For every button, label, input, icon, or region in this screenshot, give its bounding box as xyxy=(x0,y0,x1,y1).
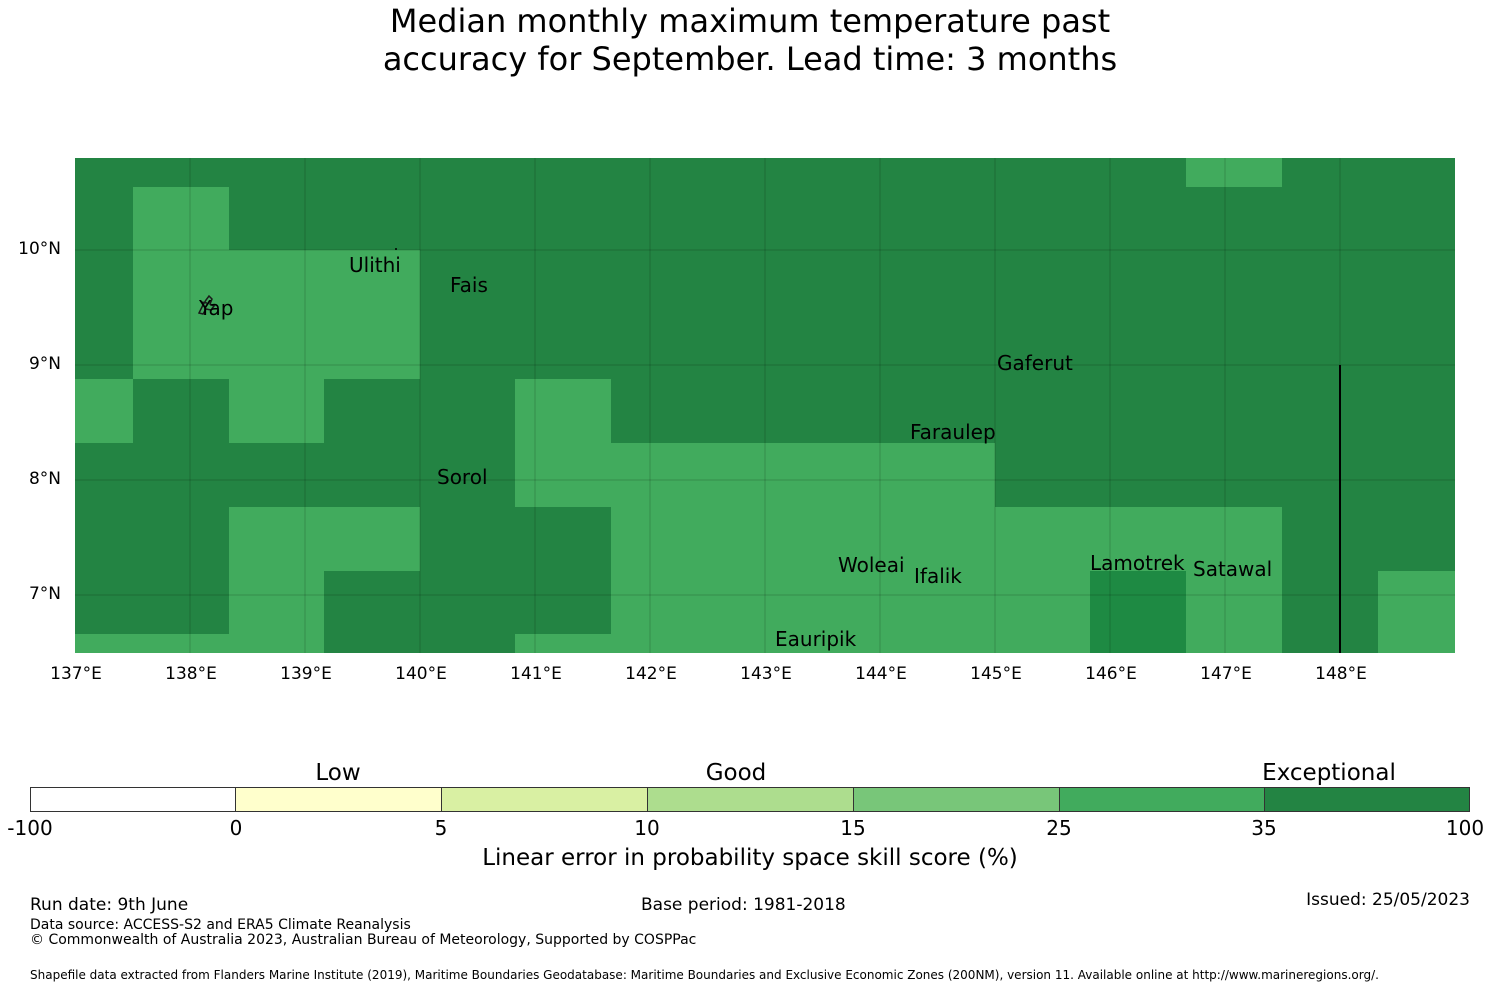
shapefile-credit: Shapefile data extracted from Flanders M… xyxy=(30,968,1379,982)
lon-label-138e: 138°E xyxy=(165,664,217,684)
place-label-woleai: Woleai xyxy=(838,553,905,577)
lon-label-143e: 143°E xyxy=(740,664,792,684)
lat-label-7n: 7°N xyxy=(28,584,61,604)
lat-label-10n: 10°N xyxy=(18,239,61,259)
skill-cell xyxy=(1378,571,1455,634)
colorbar-tick: -100 xyxy=(7,816,53,840)
lat-label-8n: 8°N xyxy=(28,469,61,489)
skill-cell xyxy=(75,634,324,653)
colorbar-swatch xyxy=(235,787,442,812)
lon-label-146e: 146°E xyxy=(1085,664,1137,684)
place-label-faraulep: Faraulep xyxy=(910,420,996,444)
place-label-fais: Fais xyxy=(450,273,488,297)
colorbar-tick: 10 xyxy=(634,816,660,840)
colorbar-tick: 5 xyxy=(434,816,448,840)
colorbar-tick: 25 xyxy=(1046,816,1072,840)
lon-label-139e: 139°E xyxy=(280,664,332,684)
colorbar-tick: 15 xyxy=(840,816,866,840)
skill-cell xyxy=(133,187,229,250)
place-label-satawal: Satawal xyxy=(1193,557,1273,581)
yap-island-shape xyxy=(197,294,216,315)
skill-cell xyxy=(1378,634,1455,653)
skill-cell xyxy=(1186,158,1282,187)
colorbar-tick: 35 xyxy=(1251,816,1277,840)
data-source: Data source: ACCESS-S2 and ERA5 Climate … xyxy=(30,917,411,933)
lon-label-147e: 147°E xyxy=(1200,664,1252,684)
place-label-ulithi: Ulithi xyxy=(349,253,401,277)
lon-label-144e: 144°E xyxy=(855,664,907,684)
lon-label-145e: 145°E xyxy=(970,664,1022,684)
skill-cell xyxy=(133,250,420,379)
skill-cell xyxy=(515,379,611,443)
title-line-1: Median monthly maximum temperature past xyxy=(389,2,1111,40)
colorbar-title: Linear error in probability space skill … xyxy=(482,845,1018,871)
lon-label-137e: 137°E xyxy=(50,664,102,684)
title-line-2: accuracy for September. Lead time: 3 mon… xyxy=(382,40,1118,78)
skill-cells xyxy=(75,158,1455,653)
map-gridlines xyxy=(75,158,1455,653)
issued-date: Issued: 25/05/2023 xyxy=(1306,890,1470,910)
lon-label-140e: 140°E xyxy=(395,664,447,684)
colorbar-swatch xyxy=(1059,787,1265,812)
lat-label-9n: 9°N xyxy=(28,354,61,374)
colorbar-tick: 100 xyxy=(1445,816,1485,840)
skill-cell xyxy=(1090,571,1186,653)
skill-cell xyxy=(611,507,1282,571)
category-label-good: Good xyxy=(705,760,767,786)
base-period: Base period: 1981-2018 xyxy=(641,895,846,915)
place-label-eauripik: Eauripik xyxy=(775,627,857,651)
skill-cell xyxy=(611,571,1090,634)
colorbar-swatch xyxy=(1264,787,1470,812)
lon-label-141e: 141°E xyxy=(510,664,562,684)
colorbar-tick: 0 xyxy=(229,816,243,840)
colorbar-swatch xyxy=(30,787,236,812)
colorbar-swatch xyxy=(441,787,648,812)
skill-cell xyxy=(75,379,133,443)
place-label-ifalik: Ifalik xyxy=(914,564,962,588)
skill-map xyxy=(75,158,1455,653)
place-label-lamotrek: Lamotrek xyxy=(1090,551,1185,575)
ulithi-atoll-mark xyxy=(395,248,397,250)
place-label-sorol: Sorol xyxy=(437,465,488,489)
lon-label-148e: 148°E xyxy=(1315,664,1367,684)
skill-cell xyxy=(1186,571,1282,634)
category-label-low: Low xyxy=(315,760,361,786)
lon-label-142e: 142°E xyxy=(625,664,677,684)
place-label-gaferut: Gaferut xyxy=(997,351,1073,375)
copyright-notice: © Commonwealth of Australia 2023, Austra… xyxy=(30,932,697,948)
skill-cell xyxy=(229,379,324,443)
colorbar-swatch xyxy=(647,787,854,812)
category-label-exceptional: Exceptional xyxy=(1262,760,1396,786)
place-label-yap: Yap xyxy=(199,296,234,320)
skill-cell xyxy=(515,443,995,507)
skill-cell xyxy=(229,507,420,571)
colorbar-swatch xyxy=(853,787,1060,812)
chart-title: Median monthly maximum temperature past … xyxy=(0,2,1500,78)
run-date: Run date: 9th June xyxy=(30,895,189,915)
skill-cell xyxy=(229,571,324,634)
